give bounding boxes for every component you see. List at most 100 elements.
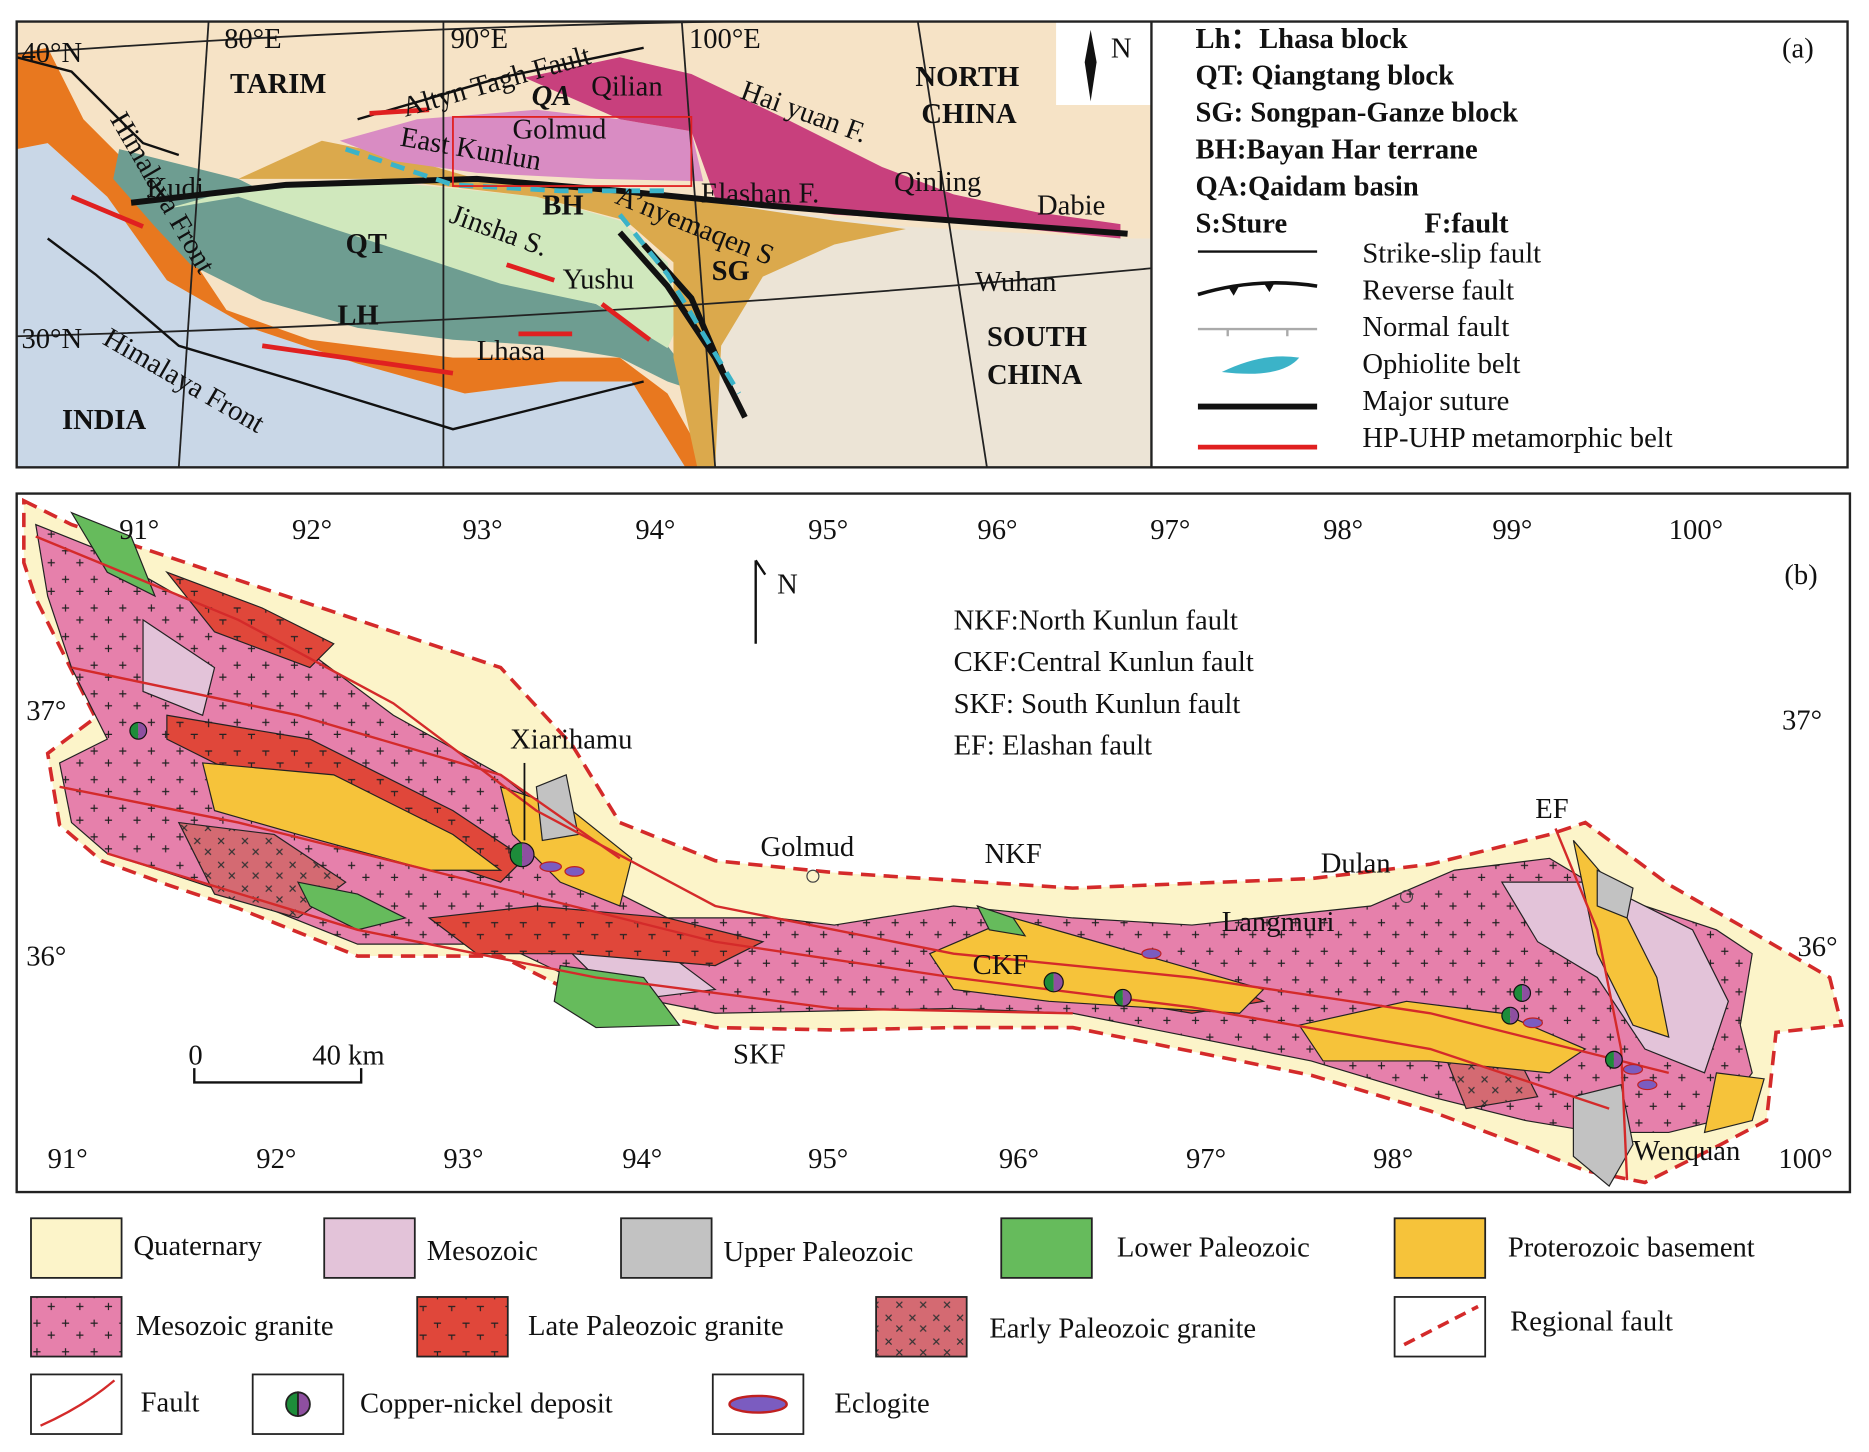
legend-text: HP-UHP metamorphic belt bbox=[1362, 423, 1672, 454]
lon-label: 95° bbox=[808, 1144, 848, 1175]
legend-text: Copper-nickel deposit bbox=[360, 1389, 613, 1420]
map-label: QA bbox=[532, 81, 572, 112]
lat-label: 37° bbox=[1782, 706, 1822, 737]
place-label: Golmud bbox=[760, 832, 854, 863]
legend-text: Strike-slip fault bbox=[1362, 238, 1541, 269]
legend-text: Proterozoic basement bbox=[1508, 1232, 1755, 1263]
map-label: Qilian bbox=[591, 71, 662, 102]
lat-label: 37° bbox=[26, 696, 66, 727]
map-label: BH bbox=[542, 191, 583, 222]
legend-text: Fault bbox=[141, 1387, 200, 1418]
legend-text: Mesozoic granite bbox=[136, 1311, 334, 1342]
legend-text: Lh：Lhasa block bbox=[1196, 24, 1408, 55]
lon-label: 97° bbox=[1150, 515, 1190, 546]
lon-label: 98° bbox=[1373, 1144, 1413, 1175]
legend-text: Late Paleozoic granite bbox=[528, 1311, 784, 1342]
map-label: Elashan F. bbox=[701, 179, 819, 210]
overview-map bbox=[16, 21, 1152, 468]
map-label: Wuhan bbox=[975, 267, 1056, 298]
abbreviation: EF: Elashan fault bbox=[954, 731, 1153, 762]
legend-text: Major suture bbox=[1362, 386, 1509, 417]
place-label: Wenquan bbox=[1633, 1136, 1740, 1167]
map-label: Dabie bbox=[1037, 191, 1105, 222]
map-label: 90°E bbox=[451, 24, 509, 55]
lon-label: 93° bbox=[462, 515, 502, 546]
lon-label: 100° bbox=[1669, 515, 1723, 546]
lon-label: 92° bbox=[256, 1144, 296, 1175]
detail-map bbox=[22, 497, 1844, 1188]
map-label: Lhasa bbox=[477, 336, 546, 367]
north-label: N bbox=[777, 570, 798, 601]
legend-text: S:Sture bbox=[1196, 209, 1288, 240]
lon-label: 91° bbox=[119, 515, 159, 546]
legend-text: F:fault bbox=[1424, 209, 1509, 240]
lat-label: 36° bbox=[26, 942, 66, 973]
lat-label: 36° bbox=[1797, 932, 1837, 963]
place-label: EF bbox=[1535, 794, 1568, 825]
place-label: Dulan bbox=[1321, 849, 1391, 880]
map-label: Kudi bbox=[147, 173, 204, 204]
lon-label: 91° bbox=[48, 1144, 88, 1175]
place-label: Langmuri bbox=[1222, 907, 1335, 938]
abbreviation: NKF:North Kunlun fault bbox=[954, 605, 1238, 636]
lon-label: 95° bbox=[808, 515, 848, 546]
lon-label: 98° bbox=[1323, 515, 1363, 546]
lon-label: 96° bbox=[977, 515, 1017, 546]
legend-text: Eclogite bbox=[834, 1389, 929, 1420]
north-label: N bbox=[1111, 33, 1132, 64]
legend-text: Upper Paleozoic bbox=[724, 1237, 914, 1268]
map-label: NORTH bbox=[915, 62, 1019, 93]
map-label: SOUTH bbox=[987, 322, 1087, 353]
map-label: LH bbox=[337, 300, 378, 331]
lon-label: 100° bbox=[1778, 1144, 1832, 1175]
legend-text: QT: Qiangtang block bbox=[1196, 61, 1455, 92]
legend-text: Normal fault bbox=[1362, 312, 1509, 343]
map-label: SG bbox=[712, 256, 750, 287]
lon-label: 94° bbox=[622, 1144, 662, 1175]
legend-text: Ophiolite belt bbox=[1362, 349, 1520, 380]
map-label: CHINA bbox=[921, 99, 1017, 130]
legend-text: QA:Qaidam basin bbox=[1196, 172, 1419, 203]
place-label: Xiarihamu bbox=[510, 725, 632, 756]
legend-text: Lower Paleozoic bbox=[1117, 1232, 1310, 1263]
legend-a-symbols bbox=[1197, 250, 1318, 450]
place-label: NKF bbox=[985, 839, 1042, 870]
map-label: QT bbox=[346, 229, 387, 260]
lon-label: 92° bbox=[292, 515, 332, 546]
map-label: Golmud bbox=[513, 114, 607, 145]
map-label: CHINA bbox=[987, 360, 1083, 391]
legend-text: Quaternary bbox=[134, 1231, 263, 1262]
map-label: Yushu bbox=[563, 265, 635, 296]
abbreviation: CKF:Central Kunlun fault bbox=[954, 647, 1254, 678]
map-label: 100°E bbox=[689, 24, 761, 55]
lon-label: 97° bbox=[1186, 1144, 1226, 1175]
deposits bbox=[129, 721, 1623, 1069]
map-label: 80°E bbox=[224, 24, 282, 55]
legend-text: Early Paleozoic granite bbox=[989, 1313, 1256, 1344]
legend-text: SG: Songpan-Ganze block bbox=[1196, 98, 1519, 129]
legend-text: Reverse fault bbox=[1362, 275, 1514, 306]
lon-label: 94° bbox=[635, 515, 675, 546]
panel-label: (b) bbox=[1784, 560, 1817, 591]
place-label: SKF bbox=[733, 1039, 785, 1070]
map-label: 30°N bbox=[21, 324, 82, 355]
lon-label: 99° bbox=[1492, 515, 1532, 546]
map-label: INDIA bbox=[62, 405, 147, 436]
frame-b bbox=[15, 492, 1852, 1194]
legend-text: Regional fault bbox=[1510, 1306, 1673, 1337]
lon-label: 96° bbox=[999, 1144, 1039, 1175]
panel-label: (a) bbox=[1782, 33, 1814, 64]
place-label: CKF bbox=[973, 950, 1029, 981]
lon-label: 93° bbox=[443, 1144, 483, 1175]
map-label: 40°N bbox=[21, 38, 82, 69]
legend-text: BH:Bayan Har terrane bbox=[1196, 135, 1478, 166]
legend-swatches bbox=[30, 1217, 1487, 1435]
map-label: TARIM bbox=[230, 69, 326, 100]
scale-label: 40 km bbox=[312, 1041, 384, 1072]
map-label: Qinling bbox=[894, 167, 981, 198]
frame-a bbox=[15, 20, 1849, 469]
legend-text: Mesozoic bbox=[427, 1236, 538, 1267]
scale-label: 0 bbox=[188, 1041, 202, 1072]
